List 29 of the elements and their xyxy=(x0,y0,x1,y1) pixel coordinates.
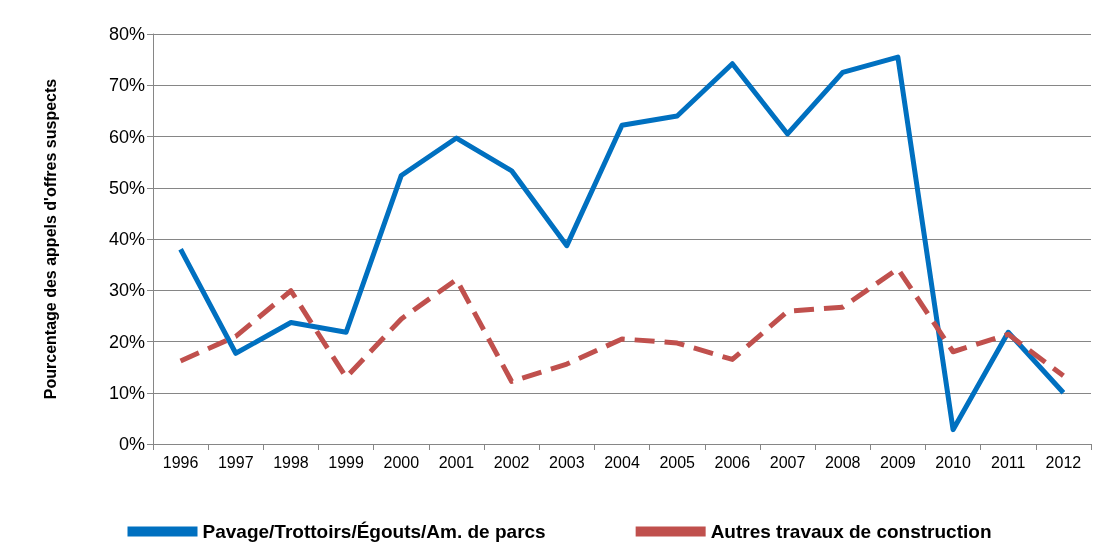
x-tick-label: 2005 xyxy=(659,453,696,471)
x-tick-label: 2006 xyxy=(714,453,751,471)
x-tick-label: 2004 xyxy=(604,453,640,471)
y-axis-title: Pourcentage des appels d'offres suspects xyxy=(41,78,59,400)
y-tick-label: 50% xyxy=(108,177,145,198)
x-tick-label: 1998 xyxy=(273,453,309,471)
y-tick-label: 60% xyxy=(108,126,145,147)
x-tick-label: 2007 xyxy=(769,453,806,471)
y-tick-label: 80% xyxy=(108,24,145,44)
x-tick-label: 2010 xyxy=(935,453,971,471)
y-tick-label: 40% xyxy=(108,229,145,249)
x-tick-label: 1997 xyxy=(217,453,254,471)
x-tick-label: 1999 xyxy=(328,453,365,471)
y-tick-label: 30% xyxy=(108,280,145,301)
x-tick-label: 2012 xyxy=(1045,453,1082,471)
x-tick-label: 2009 xyxy=(880,453,916,471)
y-tick-label: 0% xyxy=(118,434,145,454)
y-tick-label: 70% xyxy=(108,75,145,96)
x-tick-label: 2011 xyxy=(991,453,1026,471)
x-tick-label: 2003 xyxy=(549,453,585,471)
x-tick-label: 2002 xyxy=(493,453,530,471)
y-tick-label: 20% xyxy=(108,331,145,352)
x-tick-label: 1996 xyxy=(162,453,199,471)
legend-label: Pavage/Trottoirs/Égouts/Am. de parcs xyxy=(202,521,546,542)
y-tick-label: 10% xyxy=(108,382,145,403)
x-tick-label: 2008 xyxy=(824,453,861,471)
x-tick-label: 2001 xyxy=(438,453,475,471)
x-tick-label: 2000 xyxy=(383,453,420,471)
legend-label: Autres travaux de construction xyxy=(710,521,992,542)
